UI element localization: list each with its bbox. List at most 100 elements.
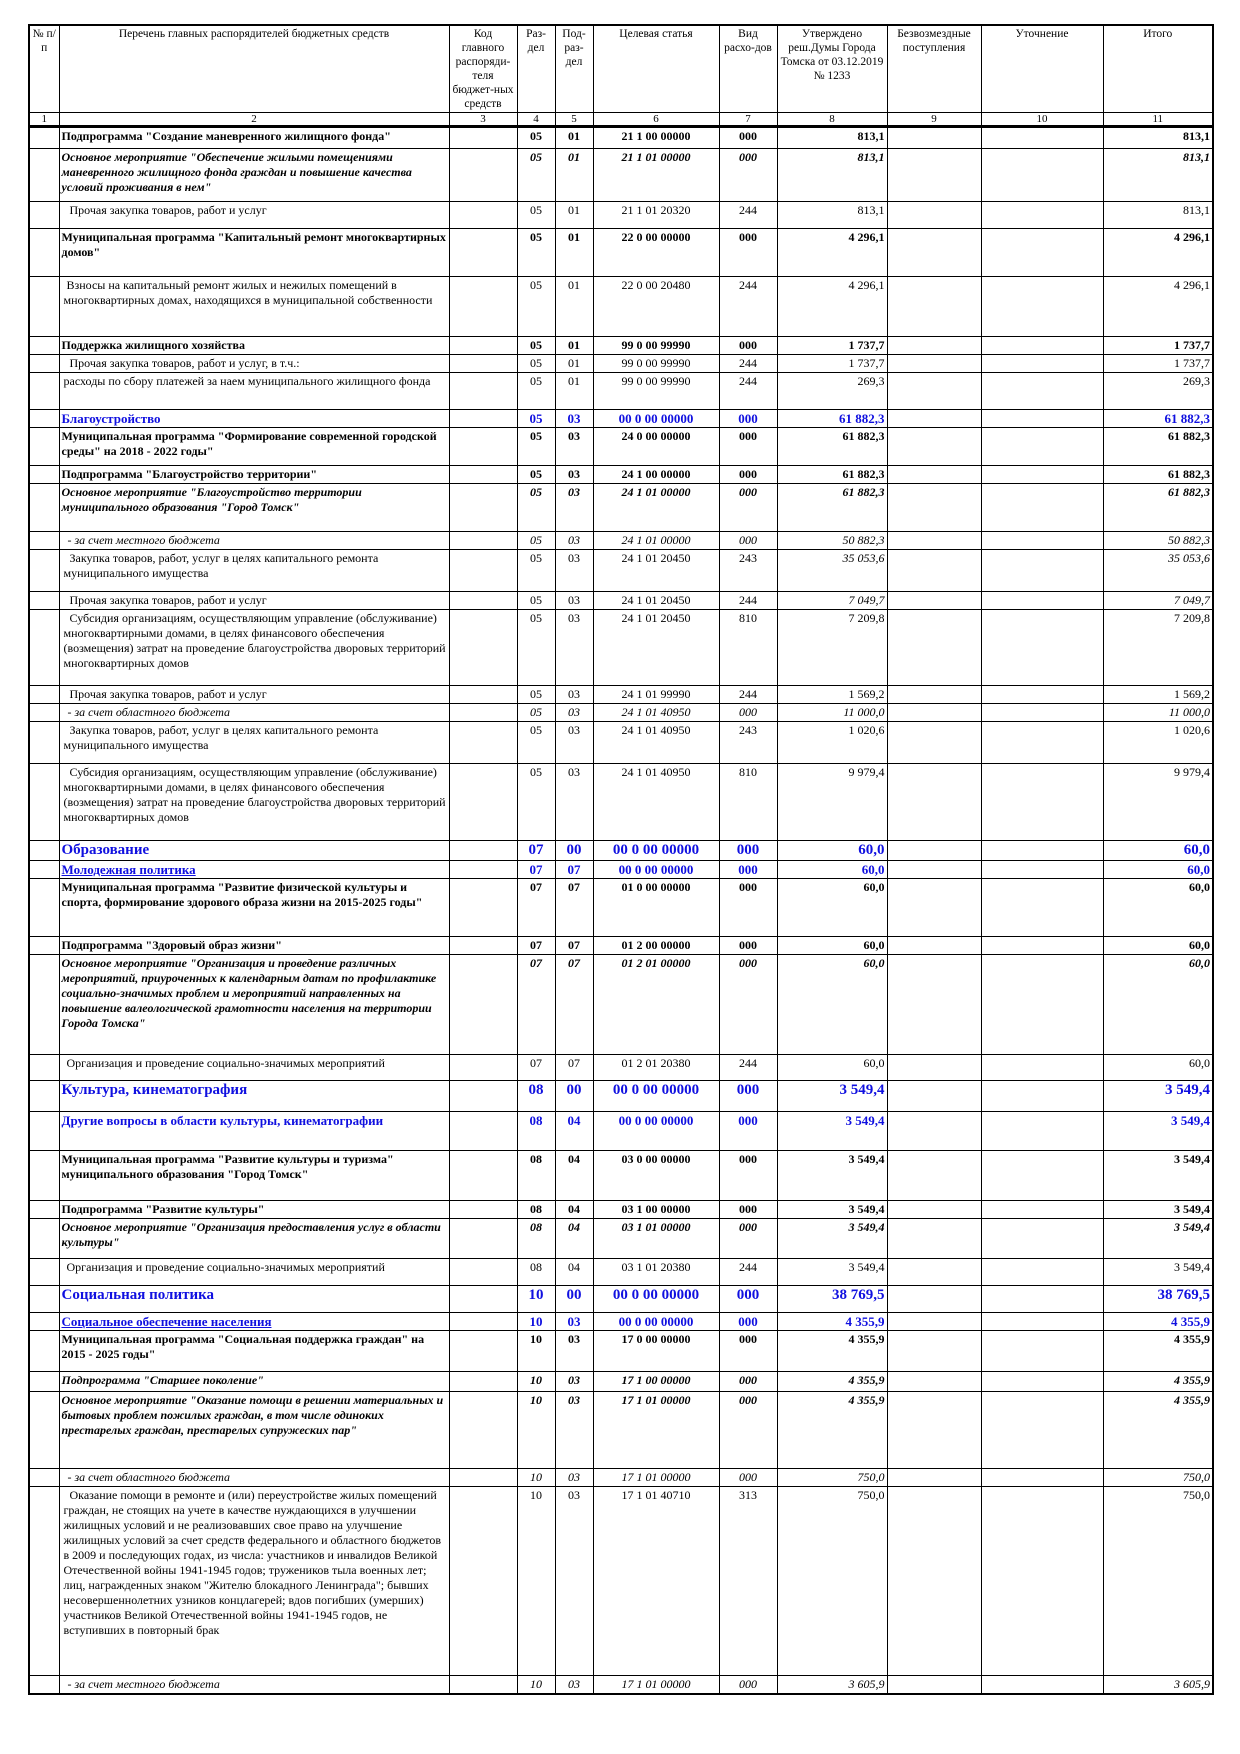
- row-expense-type-text: 000: [739, 533, 757, 547]
- row-expense-type: 000: [718, 1285, 778, 1313]
- row-target-article: 99 0 00 99990: [592, 354, 720, 373]
- row-subsection: 03: [554, 1391, 594, 1469]
- row-code: [448, 703, 518, 722]
- row-expense-type-text: 244: [739, 374, 757, 388]
- row-section-text: 05: [530, 485, 542, 499]
- row-name-text: Взносы на капитальный ремонт жилых и неж…: [63, 278, 433, 307]
- row-total-text: 3 549,4: [1174, 1152, 1210, 1166]
- row-approved-text: 4 296,1: [848, 278, 885, 292]
- row-section-text: 05: [530, 374, 542, 388]
- row-target-article: 24 1 00 00000: [592, 465, 720, 484]
- row-subsection-text: 07: [568, 1056, 580, 1070]
- row-approved: 3 549,4: [776, 1200, 888, 1219]
- row-subsection-text: 03: [568, 611, 580, 625]
- row-number: [28, 549, 60, 592]
- row-approved-text: 61 882,3: [842, 485, 885, 499]
- row-number: [28, 936, 60, 955]
- row-target-article: 00 0 00 00000: [592, 840, 720, 861]
- row-subsection: 00: [554, 1285, 594, 1313]
- row-expense-type: 243: [718, 721, 778, 764]
- row-approved: 61 882,3: [776, 427, 888, 466]
- row-expense-type: 000: [718, 840, 778, 861]
- row-section-text: 05: [530, 203, 542, 217]
- row-name: Основное мероприятие "Организация предос…: [58, 1218, 450, 1259]
- row-name: Муниципальная программа "Формирование со…: [58, 427, 450, 466]
- row-section-text: 05: [530, 533, 542, 547]
- row-section-text: 08: [530, 1220, 542, 1234]
- row-expense-type-text: 000: [739, 705, 757, 719]
- col-total-header: Итого: [1102, 24, 1214, 113]
- row-total-text: 61 882,3: [1164, 411, 1211, 426]
- row-subsection: 03: [554, 1330, 594, 1372]
- row-grants: [886, 1468, 982, 1487]
- row-name: Оказание помощи в ремонте и (или) переус…: [58, 1486, 450, 1676]
- row-name: Муниципальная программа "Развитие культу…: [58, 1150, 450, 1201]
- row-number: [28, 1468, 60, 1487]
- row-subsection-text: 03: [568, 687, 580, 701]
- row-name-text: Муниципальная программа "Формирование со…: [61, 429, 440, 458]
- row-expense-type: 000: [718, 1371, 778, 1392]
- col-approved-number: 8: [776, 112, 888, 128]
- row-code: [448, 609, 518, 686]
- row-target-article: 01 0 00 00000: [592, 878, 720, 937]
- row-subsection-text: 01: [568, 129, 580, 143]
- row-subsection: 00: [554, 1080, 594, 1112]
- row-subsection: 03: [554, 1486, 594, 1676]
- row-target-article-text: 24 1 00 00000: [621, 467, 691, 481]
- table-row: - за счет областного бюджета 10 03 17 1 01 …: [28, 1468, 1214, 1487]
- row-clarification: [980, 372, 1104, 410]
- row-approved-text: 4 355,9: [848, 1332, 885, 1346]
- row-clarification: [980, 354, 1104, 373]
- row-section-text: 05: [530, 429, 542, 443]
- row-approved: 3 549,4: [776, 1218, 888, 1259]
- row-expense-type-text: 000: [739, 1677, 757, 1691]
- row-clarification: [980, 1486, 1104, 1676]
- row-name-text: Муниципальная программа "Развитие культу…: [61, 1152, 397, 1181]
- row-target-article-text: 17 0 00 00000: [621, 1332, 691, 1346]
- row-approved: 1 020,6: [776, 721, 888, 764]
- row-target-article-text: 21 1 00 00000: [621, 129, 691, 143]
- row-target-article-text: 24 1 01 20450: [621, 593, 691, 607]
- row-expense-type-text: 000: [739, 485, 757, 499]
- row-approved: 3 549,4: [776, 1080, 888, 1112]
- row-target-article-text: 22 0 00 20480: [621, 278, 691, 292]
- row-grants: [886, 1150, 982, 1201]
- row-subsection: 07: [554, 1054, 594, 1081]
- row-total-text: 60,0: [1183, 842, 1210, 858]
- table-row: Закупка товаров, работ, услуг в целях ка…: [28, 549, 1214, 592]
- row-subsection-text: 01: [568, 374, 580, 388]
- row-expense-type-text: 000: [739, 1202, 757, 1216]
- row-code: [448, 1371, 518, 1392]
- row-section: 05: [516, 336, 556, 355]
- row-name-text: Субсидия организациям, осуществляющим уп…: [63, 765, 449, 824]
- row-name-text: Муниципальная программа "Социальная подд…: [61, 1332, 428, 1361]
- row-target-article: 24 1 01 40950: [592, 763, 720, 841]
- row-name: Основное мероприятие "Оказание помощи в …: [58, 1391, 450, 1469]
- row-approved-text: 35 053,6: [842, 551, 885, 565]
- row-target-article: 24 1 01 40950: [592, 703, 720, 722]
- row-total: 813,1: [1102, 148, 1214, 202]
- row-grants: [886, 1330, 982, 1372]
- row-expense-type-text: 244: [739, 203, 757, 217]
- row-total: 3 605,9: [1102, 1675, 1214, 1695]
- row-clarification: [980, 936, 1104, 955]
- row-section-text: 08: [530, 1202, 542, 1216]
- row-total-text: 813,1: [1183, 150, 1210, 164]
- row-subsection-text: 03: [568, 533, 580, 547]
- row-expense-type-text: 000: [738, 1113, 758, 1128]
- row-name: - за счет областного бюджета: [58, 1468, 450, 1487]
- row-number: [28, 1054, 60, 1081]
- row-clarification: [980, 1080, 1104, 1112]
- row-subsection-text: 03: [568, 765, 580, 779]
- row-approved-text: 3 605,9: [848, 1677, 885, 1691]
- table-row: Основное мероприятие "Благоустройство те…: [28, 483, 1214, 532]
- row-section-text: 05: [530, 150, 542, 164]
- row-grants: [886, 409, 982, 428]
- row-name: Подпрограмма "Развитие культуры": [58, 1200, 450, 1219]
- row-number: [28, 878, 60, 937]
- row-section: 10: [516, 1371, 556, 1392]
- row-section: 05: [516, 126, 556, 149]
- row-clarification: [980, 1258, 1104, 1286]
- col-subsection-header: Под-раз-дел: [554, 24, 594, 113]
- row-target-article: 24 0 00 00000: [592, 427, 720, 466]
